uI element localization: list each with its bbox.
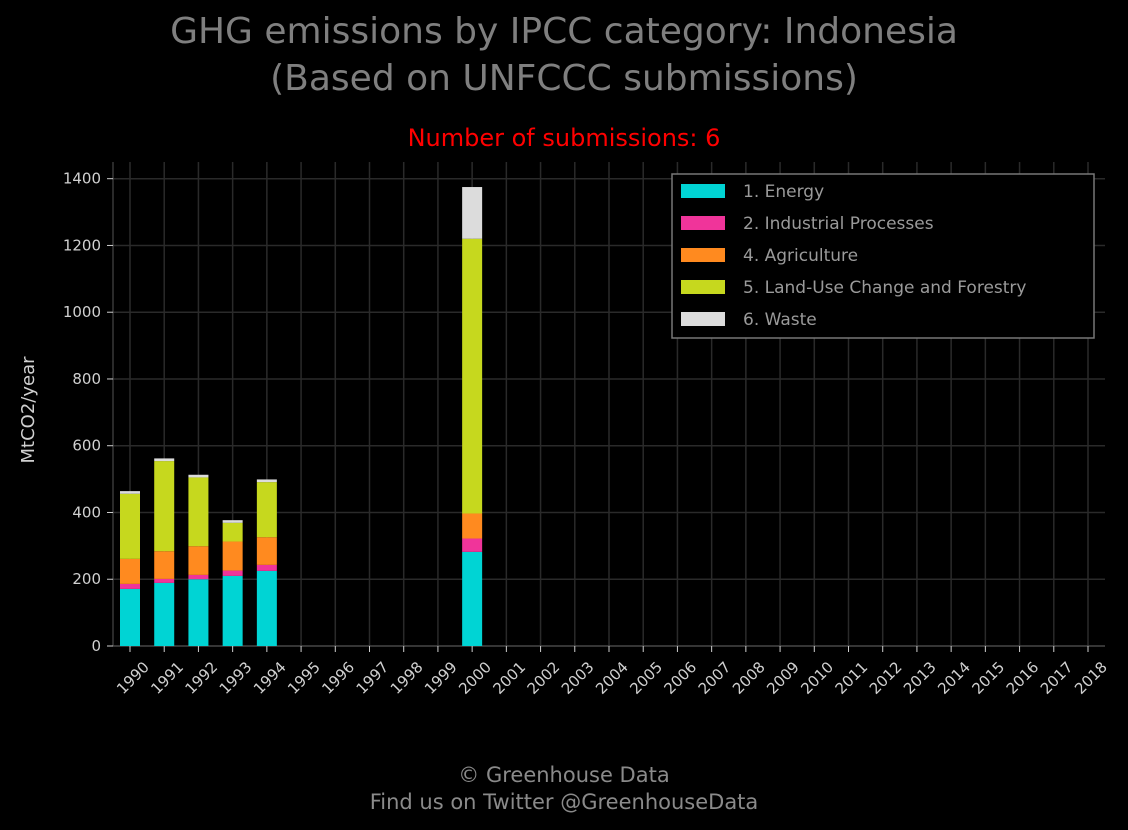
x-tick-label: 1990 bbox=[113, 658, 153, 698]
bar-segment bbox=[120, 558, 140, 584]
x-tick-label: 2018 bbox=[1071, 658, 1111, 698]
bar-segment bbox=[222, 575, 243, 646]
legend-label: 2. Industrial Processes bbox=[743, 214, 934, 234]
bar-segment bbox=[188, 546, 209, 575]
bars bbox=[120, 187, 483, 646]
legend-label: 5. Land-Use Change and Forestry bbox=[743, 278, 1026, 298]
x-tick-label: 2004 bbox=[592, 658, 632, 698]
legend-swatch bbox=[681, 248, 725, 262]
bar-segment bbox=[154, 461, 175, 552]
bar-segment bbox=[154, 582, 175, 646]
y-axis-label: MtCO2/year bbox=[18, 356, 39, 464]
bar-segment bbox=[256, 479, 277, 483]
x-tick-label: 2002 bbox=[524, 658, 564, 698]
x-tick-label: 2010 bbox=[797, 658, 837, 698]
x-tick-label: 2008 bbox=[729, 658, 769, 698]
bar-segment bbox=[462, 187, 483, 239]
y-tick-label: 1200 bbox=[63, 236, 101, 254]
footer-copyright: © Greenhouse Data bbox=[458, 763, 670, 787]
bar-segment bbox=[222, 520, 243, 523]
legend-swatch bbox=[681, 312, 725, 326]
legend-swatch bbox=[681, 280, 725, 294]
x-tick-label: 2005 bbox=[626, 658, 666, 698]
bar-segment bbox=[120, 491, 140, 494]
bar-segment bbox=[222, 570, 243, 576]
x-tick-label: 2016 bbox=[1003, 658, 1043, 698]
x-tick-label: 2009 bbox=[763, 658, 803, 698]
y-tick-label: 400 bbox=[72, 503, 101, 521]
legend-label: 4. Agriculture bbox=[743, 246, 858, 266]
chart-title-line2: (Based on UNFCCC submissions) bbox=[270, 58, 858, 99]
bar-segment bbox=[154, 578, 175, 583]
x-tick-label: 2007 bbox=[695, 658, 735, 698]
bar-segment bbox=[462, 551, 483, 646]
y-tick-label: 800 bbox=[72, 370, 101, 388]
bar-segment bbox=[120, 493, 140, 559]
y-tick-label: 1000 bbox=[63, 303, 101, 321]
x-tick-label: 2011 bbox=[832, 658, 872, 698]
y-tick-label: 1400 bbox=[63, 170, 101, 188]
x-tick-label: 1995 bbox=[284, 658, 324, 698]
bar-segment bbox=[256, 537, 277, 565]
legend-swatch bbox=[681, 184, 725, 198]
bar-segment bbox=[256, 570, 277, 646]
x-tick-label: 2013 bbox=[900, 658, 940, 698]
bar-segment bbox=[462, 538, 483, 552]
legend-label: 1. Energy bbox=[743, 182, 824, 202]
y-tick-label: 0 bbox=[91, 637, 101, 655]
grid bbox=[113, 162, 1105, 647]
x-tick-label: 2017 bbox=[1037, 658, 1077, 698]
legend-box bbox=[671, 173, 1095, 339]
x-tick-label: 2014 bbox=[934, 658, 974, 698]
x-tick-label: 1992 bbox=[182, 658, 222, 698]
bar-segment bbox=[222, 522, 243, 542]
x-tick-label: 2000 bbox=[455, 658, 495, 698]
x-tick-label: 1994 bbox=[250, 658, 290, 698]
x-tick-label: 1991 bbox=[147, 658, 187, 698]
bar-segment bbox=[188, 477, 209, 547]
legend-swatch bbox=[681, 216, 725, 230]
bar-segment bbox=[222, 541, 243, 571]
bar-segment bbox=[120, 588, 140, 646]
bar-segment bbox=[462, 238, 483, 514]
x-tick-label: 2015 bbox=[968, 658, 1008, 698]
legend-label: 6. Waste bbox=[743, 310, 817, 330]
legend: 1. Energy 2. Industrial Processes 4. Agric… bbox=[671, 173, 1095, 339]
x-tick-label: 1997 bbox=[353, 658, 393, 698]
chart-title-line1: GHG emissions by IPCC category: Indonesi… bbox=[170, 11, 958, 52]
x-tick-label: 1996 bbox=[318, 658, 358, 698]
bar-segment bbox=[256, 482, 277, 538]
y-tick-label: 600 bbox=[72, 437, 101, 455]
x-tick-label: 2001 bbox=[489, 658, 529, 698]
bar-segment bbox=[188, 574, 209, 580]
chart-subtitle: Number of submissions: 6 bbox=[407, 124, 721, 152]
bar-segment bbox=[462, 513, 483, 539]
x-tick-label: 1993 bbox=[216, 658, 256, 698]
x-tick-label: 1999 bbox=[421, 658, 461, 698]
bar-segment bbox=[188, 474, 209, 478]
bar-segment bbox=[188, 579, 209, 646]
bar-segment bbox=[154, 458, 175, 462]
bar-segment bbox=[120, 583, 140, 589]
bar-segment bbox=[256, 564, 277, 571]
bar-segment bbox=[154, 551, 175, 579]
x-tick-label: 1998 bbox=[387, 658, 427, 698]
x-tick-label: 2003 bbox=[558, 658, 598, 698]
x-tick-label: 2012 bbox=[866, 658, 906, 698]
footer-twitter: Find us on Twitter @GreenhouseData bbox=[369, 790, 759, 814]
y-tick-label: 200 bbox=[72, 570, 101, 588]
x-tick-label: 2006 bbox=[661, 658, 701, 698]
